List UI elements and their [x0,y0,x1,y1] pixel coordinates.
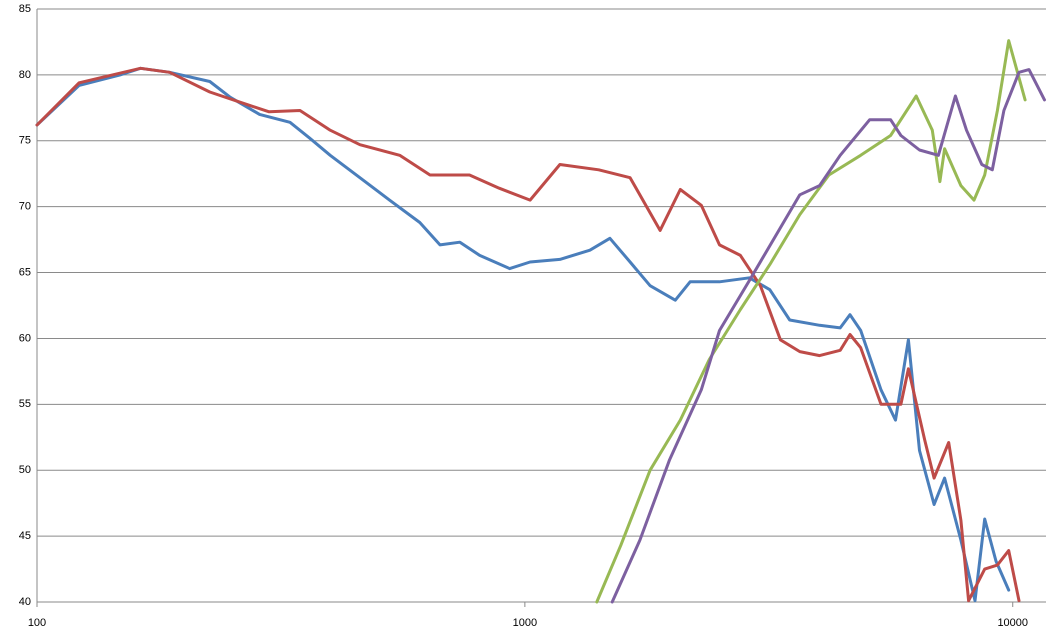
y-tick-label: 85 [19,3,31,15]
y-tick-label: 75 [19,135,31,147]
y-tick-label: 40 [19,596,31,608]
x-tick-label: 10000 [997,617,1028,629]
series-line [610,68,1046,604]
y-tick-label: 70 [19,201,31,213]
y-tick-label: 65 [19,266,31,278]
y-tick-label: 55 [19,398,31,410]
y-tick-label: 45 [19,530,31,542]
y-tick-label: 60 [19,332,31,344]
series-line [35,66,1011,603]
y-tick-label: 50 [19,464,31,476]
series-line [35,66,1021,603]
x-tick-label: 1000 [513,617,537,629]
y-tick-label: 80 [19,69,31,81]
x-tick-label: 100 [28,617,46,629]
series-line [595,39,1027,604]
